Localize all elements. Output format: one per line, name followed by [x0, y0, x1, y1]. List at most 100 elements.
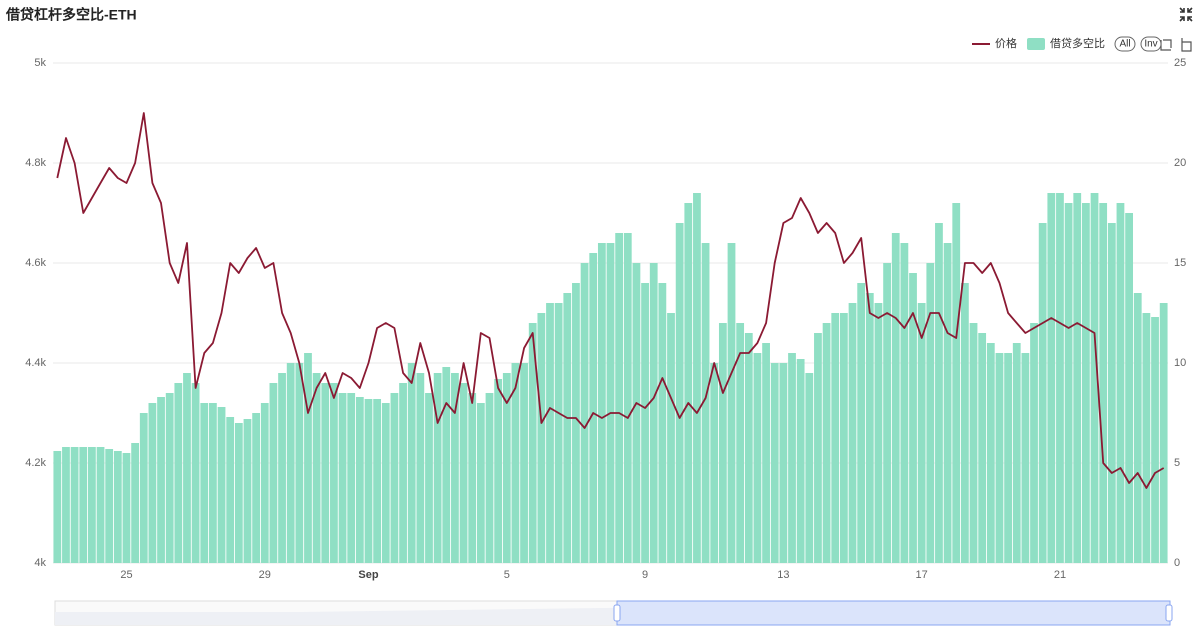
bar	[407, 363, 416, 563]
bar	[900, 243, 909, 563]
bar	[295, 363, 304, 563]
bar	[554, 303, 563, 563]
bar	[874, 303, 883, 563]
bar	[857, 283, 866, 563]
bar	[381, 403, 390, 563]
bar	[399, 383, 407, 563]
bar	[935, 223, 943, 563]
bar	[623, 233, 632, 563]
bar	[390, 393, 399, 563]
bar	[243, 419, 252, 563]
bar	[684, 203, 693, 563]
range-button[interactable]: All	[1114, 36, 1136, 52]
navigator[interactable]	[54, 600, 1173, 626]
bar	[589, 253, 598, 563]
bar	[416, 373, 425, 563]
bar	[822, 323, 831, 563]
legend-item[interactable]: 借贷多空比	[1027, 36, 1105, 50]
bar	[1021, 353, 1030, 563]
bar	[995, 353, 1004, 563]
bar	[736, 323, 745, 563]
bar	[191, 383, 200, 563]
x-tick-label: 9	[642, 569, 648, 581]
bar	[1004, 353, 1012, 563]
bar	[485, 393, 494, 563]
range-button[interactable]: Inv	[1140, 36, 1162, 52]
y-tick-label: 4.8k	[25, 157, 46, 169]
bar	[304, 353, 312, 563]
bar	[165, 393, 174, 563]
bar	[528, 323, 537, 563]
bar	[667, 313, 675, 563]
bar	[347, 393, 356, 563]
bar	[1030, 323, 1038, 563]
bar	[53, 451, 62, 563]
bar	[520, 363, 528, 563]
x-tick-label: Sep	[358, 569, 378, 581]
bar	[234, 423, 243, 563]
bar	[744, 333, 753, 563]
bar	[355, 397, 364, 563]
bar	[278, 373, 286, 563]
button-label: Inv	[1144, 39, 1157, 50]
bar	[926, 263, 935, 563]
bar	[649, 263, 658, 563]
chart-title: 借贷杠杆多空比-ETH	[5, 7, 137, 23]
bar	[1116, 203, 1125, 563]
bar	[1099, 203, 1108, 563]
bar	[779, 363, 788, 563]
y-tick-label: 4.6k	[25, 257, 46, 269]
bar	[1012, 343, 1021, 563]
zoom-icons[interactable]	[1160, 38, 1192, 52]
bar	[606, 243, 615, 563]
bar	[718, 323, 727, 563]
button-frame	[1114, 36, 1136, 52]
button-label: All	[1119, 39, 1130, 50]
bar	[580, 263, 589, 563]
legend-item[interactable]: 价格	[972, 36, 1017, 50]
bar	[330, 383, 338, 563]
x-tick-label: 21	[1054, 569, 1066, 581]
bar	[226, 417, 235, 563]
bar	[805, 373, 814, 563]
bar	[1073, 193, 1082, 563]
bar	[1081, 203, 1090, 563]
bar	[468, 393, 477, 563]
bar	[796, 359, 805, 563]
bar	[139, 413, 148, 563]
bar	[252, 413, 261, 563]
bar	[986, 343, 995, 563]
price-line	[56, 112, 1165, 489]
bar	[537, 313, 546, 563]
y2-tick-label: 15	[1174, 257, 1186, 269]
bar	[632, 263, 641, 563]
bar	[286, 363, 295, 563]
y2-tick-label: 10	[1174, 357, 1186, 369]
bar	[260, 403, 269, 563]
bar	[209, 403, 217, 563]
bar	[814, 333, 822, 563]
fullscreen-icon[interactable]	[1179, 7, 1193, 22]
x-tick-label: 5	[504, 569, 510, 581]
bar	[425, 393, 433, 563]
bar	[433, 373, 442, 563]
bar	[1056, 193, 1064, 563]
bar	[831, 313, 840, 563]
bar	[476, 403, 485, 563]
y-tick-label: 4.2k	[25, 457, 46, 469]
y-tick-label: 4k	[34, 557, 46, 569]
bar	[459, 383, 468, 563]
bar	[442, 367, 451, 563]
bar	[1151, 317, 1159, 563]
bar	[373, 399, 382, 563]
bar	[131, 443, 140, 563]
bar	[693, 193, 701, 563]
bar	[641, 283, 649, 563]
bar	[839, 313, 848, 563]
bar	[96, 447, 105, 563]
bar	[122, 453, 131, 563]
bar	[615, 233, 624, 563]
bar	[563, 293, 572, 563]
bar	[1090, 193, 1099, 563]
